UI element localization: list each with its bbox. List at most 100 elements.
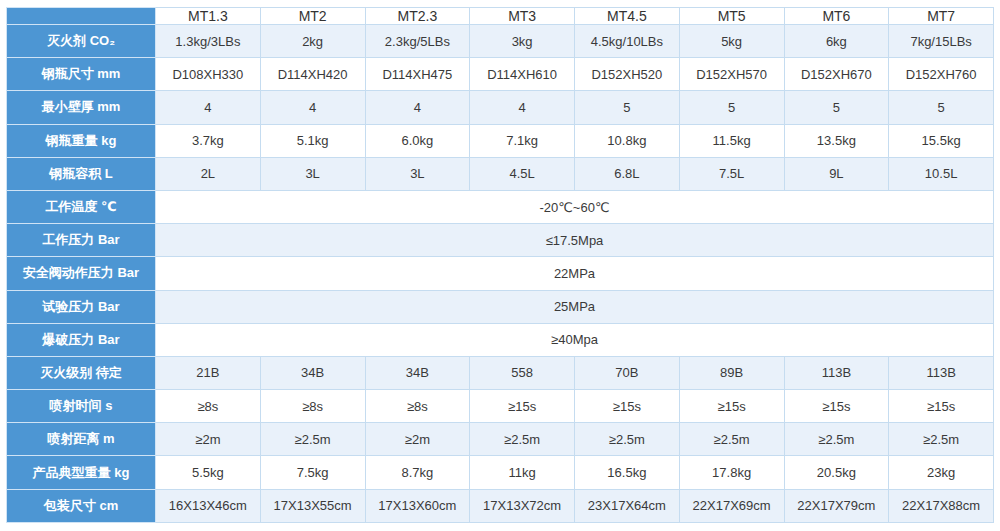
value-cell: ≥2.5m xyxy=(889,423,994,456)
table-row-package-size: 包装尺寸 cm 16X13X46cm 17X13X55cm 17X13X60cm… xyxy=(7,489,994,522)
row-label: 钢瓶重量 kg xyxy=(7,124,156,157)
value-cell: 7.5L xyxy=(679,157,784,190)
table-row-working-temperature: 工作温度 ℃ -20℃~60℃ xyxy=(7,190,994,223)
table-row-cylinder-size: 钢瓶尺寸 mm D108XH330 D114XH420 D114XH475 D1… xyxy=(7,58,994,91)
value-cell: ≥2m xyxy=(156,423,261,456)
value-cell: 4 xyxy=(260,91,365,124)
value-cell: 5.1kg xyxy=(260,124,365,157)
value-cell: 20.5kg xyxy=(784,456,889,489)
value-cell: ≥2.5m xyxy=(260,423,365,456)
header-row: MT1.3 MT2 MT2.3 MT3 MT4.5 MT5 MT6 MT7 xyxy=(7,8,994,25)
value-cell: ≥15s xyxy=(679,390,784,423)
value-cell: 2kg xyxy=(260,25,365,58)
table-row-burst-pressure: 爆破压力 Bar ≥40Mpa xyxy=(7,323,994,356)
value-cell: ≥2.5m xyxy=(470,423,575,456)
row-label: 包装尺寸 cm xyxy=(7,489,156,522)
value-cell: 2L xyxy=(156,157,261,190)
span-value-cell: 22MPa xyxy=(156,257,994,290)
value-cell: D152XH670 xyxy=(784,58,889,91)
value-cell: 11kg xyxy=(470,456,575,489)
value-cell: D114XH475 xyxy=(365,58,470,91)
row-label: 最小壁厚 mm xyxy=(7,91,156,124)
value-cell: D152XH520 xyxy=(575,58,680,91)
table-row-fire-rating: 灭火级别 待定 21B 34B 34B 558 70B 89B 113B 113… xyxy=(7,356,994,389)
value-cell: D152XH570 xyxy=(679,58,784,91)
column-header-mt1-3: MT1.3 xyxy=(156,8,261,25)
table-row-typical-product-weight: 产品典型重量 kg 5.5kg 7.5kg 8.7kg 11kg 16.5kg … xyxy=(7,456,994,489)
value-cell: ≥8s xyxy=(156,390,261,423)
row-label: 灭火级别 待定 xyxy=(7,356,156,389)
value-cell: 6.8L xyxy=(575,157,680,190)
value-cell: ≥2.5m xyxy=(784,423,889,456)
column-header-mt2: MT2 xyxy=(260,8,365,25)
value-cell: 23X17X64cm xyxy=(575,489,680,522)
value-cell: 6.0kg xyxy=(365,124,470,157)
value-cell: 4.5L xyxy=(470,157,575,190)
value-cell: 7.1kg xyxy=(470,124,575,157)
value-cell: 17X13X72cm xyxy=(470,489,575,522)
column-header-mt4-5: MT4.5 xyxy=(575,8,680,25)
value-cell: 13.5kg xyxy=(784,124,889,157)
value-cell: 558 xyxy=(470,356,575,389)
value-cell: 3L xyxy=(260,157,365,190)
table-row-agent: 灭火剂 CO₂ 1.3kg/3LBs 2kg 2.3kg/5LBs 3kg 4.… xyxy=(7,25,994,58)
value-cell: D114XH610 xyxy=(470,58,575,91)
value-cell: 16.5kg xyxy=(575,456,680,489)
value-cell: 6kg xyxy=(784,25,889,58)
value-cell: 11.5kg xyxy=(679,124,784,157)
row-label: 灭火剂 CO₂ xyxy=(7,25,156,58)
value-cell: D108XH330 xyxy=(156,58,261,91)
value-cell: 1.3kg/3LBs xyxy=(156,25,261,58)
value-cell: 21B xyxy=(156,356,261,389)
value-cell: ≥2.5m xyxy=(679,423,784,456)
value-cell: ≥8s xyxy=(365,390,470,423)
column-header-mt3: MT3 xyxy=(470,8,575,25)
table-row-discharge-time: 喷射时间 s ≥8s ≥8s ≥8s ≥15s ≥15s ≥15s ≥15s ≥… xyxy=(7,390,994,423)
value-cell: 17.8kg xyxy=(679,456,784,489)
value-cell: 23kg xyxy=(889,456,994,489)
value-cell: D114XH420 xyxy=(260,58,365,91)
value-cell: ≥2m xyxy=(365,423,470,456)
value-cell: 7.5kg xyxy=(260,456,365,489)
value-cell: 5 xyxy=(784,91,889,124)
value-cell: 5 xyxy=(679,91,784,124)
spec-table: MT1.3 MT2 MT2.3 MT3 MT4.5 MT5 MT6 MT7 灭火… xyxy=(6,7,994,523)
table-row-cylinder-weight: 钢瓶重量 kg 3.7kg 5.1kg 6.0kg 7.1kg 10.8kg 1… xyxy=(7,124,994,157)
spec-table-container: MT1.3 MT2 MT2.3 MT3 MT4.5 MT5 MT6 MT7 灭火… xyxy=(6,7,994,523)
table-row-test-pressure: 试验压力 Bar 25MPa xyxy=(7,290,994,323)
value-cell: 17X13X60cm xyxy=(365,489,470,522)
value-cell: 70B xyxy=(575,356,680,389)
column-header-mt6: MT6 xyxy=(784,8,889,25)
value-cell: 5 xyxy=(575,91,680,124)
value-cell: 10.8kg xyxy=(575,124,680,157)
span-value-cell: ≥40Mpa xyxy=(156,323,994,356)
value-cell: D152XH760 xyxy=(889,58,994,91)
value-cell: 5kg xyxy=(679,25,784,58)
value-cell: 9L xyxy=(784,157,889,190)
value-cell: 113B xyxy=(889,356,994,389)
value-cell: 4 xyxy=(365,91,470,124)
table-row-working-pressure: 工作压力 Bar ≤17.5Mpa xyxy=(7,224,994,257)
value-cell: 34B xyxy=(260,356,365,389)
value-cell: 5.5kg xyxy=(156,456,261,489)
value-cell: ≥8s xyxy=(260,390,365,423)
row-label: 喷射时间 s xyxy=(7,390,156,423)
value-cell: 89B xyxy=(679,356,784,389)
row-label: 工作压力 Bar xyxy=(7,224,156,257)
value-cell: 22X17X69cm xyxy=(679,489,784,522)
corner-cell xyxy=(7,8,156,25)
value-cell: 5 xyxy=(889,91,994,124)
value-cell: 15.5kg xyxy=(889,124,994,157)
column-header-mt2-3: MT2.3 xyxy=(365,8,470,25)
row-label: 工作温度 ℃ xyxy=(7,190,156,223)
value-cell: 3kg xyxy=(470,25,575,58)
row-label: 爆破压力 Bar xyxy=(7,323,156,356)
row-label: 产品典型重量 kg xyxy=(7,456,156,489)
value-cell: ≥15s xyxy=(470,390,575,423)
column-header-mt5: MT5 xyxy=(679,8,784,25)
span-value-cell: ≤17.5Mpa xyxy=(156,224,994,257)
span-value-cell: -20℃~60℃ xyxy=(156,190,994,223)
table-row-discharge-distance: 喷射距离 m ≥2m ≥2.5m ≥2m ≥2.5m ≥2.5m ≥2.5m ≥… xyxy=(7,423,994,456)
value-cell: 4 xyxy=(470,91,575,124)
table-row-safety-valve-pressure: 安全阀动作压力 Bar 22MPa xyxy=(7,257,994,290)
